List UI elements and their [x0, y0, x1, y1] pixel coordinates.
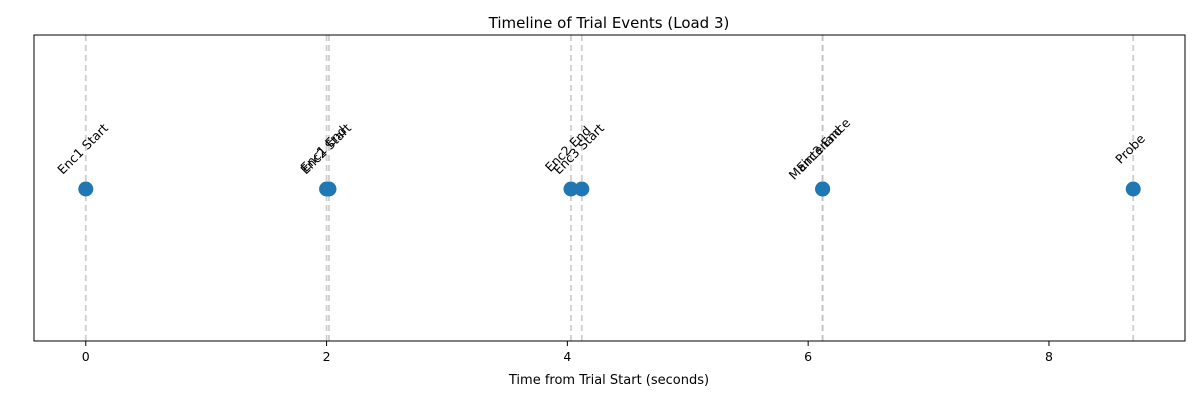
event-point: [574, 181, 590, 197]
x-tick-label: 4: [563, 349, 571, 364]
event-vlines: [84, 35, 1135, 341]
plot-area-frame: [33, 34, 1186, 342]
event-point: [321, 181, 337, 197]
event-points: [78, 181, 1141, 197]
x-axis-ticks: 0 2 4 6 8: [82, 341, 1053, 364]
event-label: Maintenance: [786, 115, 854, 183]
event-point: [563, 181, 579, 197]
event-point: [815, 181, 831, 197]
event-label: Probe: [1112, 131, 1148, 167]
x-tick-label: 0: [82, 349, 90, 364]
x-tick-label: 2: [323, 349, 331, 364]
event-label: Enc1 Start: [54, 120, 111, 177]
x-tick-label: 8: [1045, 349, 1053, 364]
x-axis-label: Time from Trial Start (seconds): [508, 373, 709, 388]
event-point: [78, 181, 94, 197]
chart-title: Timeline of Trial Events (Load 3): [488, 14, 730, 32]
x-tick-label: 6: [804, 349, 812, 364]
event-point: [1125, 181, 1141, 197]
